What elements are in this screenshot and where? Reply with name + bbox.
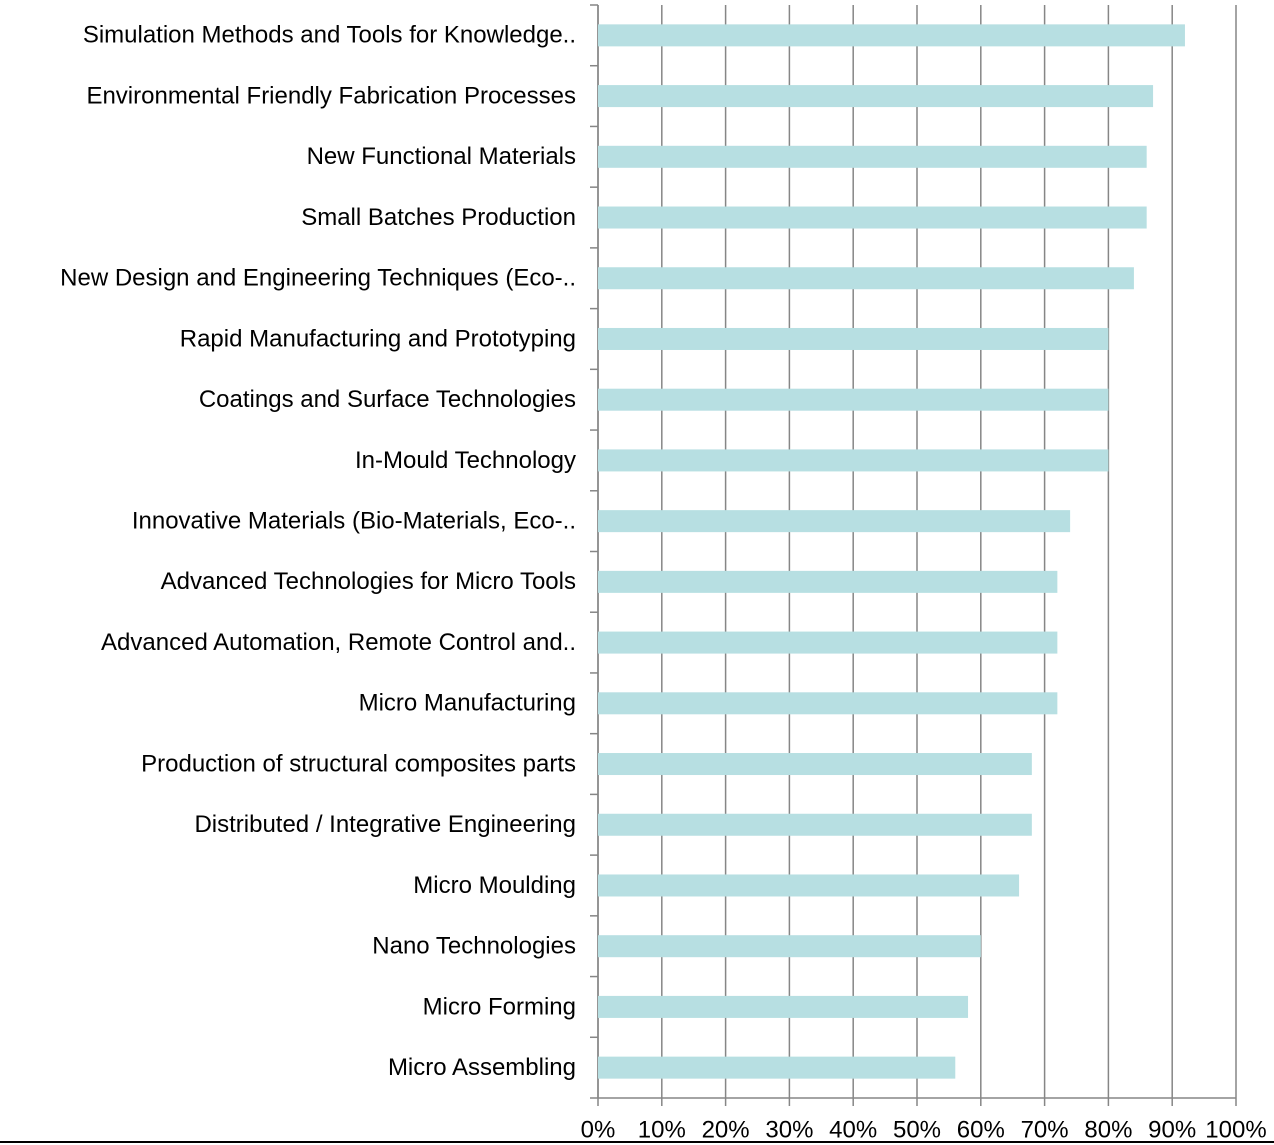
bar (598, 24, 1185, 47)
bar (598, 631, 1058, 654)
x-tick-label: 30% (765, 1116, 813, 1143)
y-tick-label: Innovative Materials (Bio-Materials, Eco… (132, 507, 576, 534)
y-tick-label: New Design and Engineering Techniques (E… (60, 265, 576, 292)
bar (598, 570, 1058, 593)
bar (598, 935, 981, 958)
y-tick-label: Environmental Friendly Fabrication Proce… (86, 82, 576, 109)
x-tick-label: 40% (829, 1116, 877, 1143)
x-tick-label: 50% (893, 1116, 941, 1143)
bar (598, 995, 969, 1018)
y-tick-label: Rapid Manufacturing and Prototyping (180, 325, 576, 352)
x-tick-label: 100% (1205, 1116, 1266, 1143)
bar (598, 267, 1134, 290)
y-tick-label: Production of structural composites part… (141, 750, 576, 777)
y-tick-label: In-Mould Technology (355, 447, 576, 474)
x-tick-label: 10% (638, 1116, 686, 1143)
x-tick-label: 70% (1021, 1116, 1069, 1143)
bar (598, 753, 1032, 776)
bar (598, 206, 1147, 229)
bar (598, 85, 1154, 108)
y-tick-label: Nano Technologies (372, 933, 576, 960)
x-tick-label: 90% (1148, 1116, 1196, 1143)
y-tick-label: Micro Assembling (388, 1054, 576, 1081)
bar (598, 874, 1020, 897)
y-tick-label: Distributed / Integrative Engineering (194, 811, 576, 838)
y-tick-label: Micro Manufacturing (359, 690, 576, 717)
y-tick-label: New Functional Materials (307, 143, 576, 170)
bar (598, 1056, 956, 1079)
x-tick-label: 20% (702, 1116, 750, 1143)
bar (598, 327, 1109, 350)
y-tick-label: Small Batches Production (301, 204, 576, 231)
bar (598, 388, 1109, 411)
x-tick-label: 80% (1084, 1116, 1132, 1143)
y-tick-label: Advanced Automation, Remote Control and.… (101, 629, 576, 656)
y-tick-label: Coatings and Surface Technologies (199, 386, 576, 413)
bar (598, 692, 1058, 715)
bar (598, 813, 1032, 836)
bar (598, 449, 1109, 472)
y-tick-label: Simulation Methods and Tools for Knowled… (83, 22, 576, 49)
y-tick-label: Micro Moulding (413, 872, 576, 899)
bar (598, 145, 1147, 168)
bar (598, 510, 1071, 533)
y-tick-label: Advanced Technologies for Micro Tools (161, 568, 576, 595)
y-tick-label: Micro Forming (423, 993, 576, 1020)
x-tick-label: 0% (581, 1116, 616, 1143)
x-tick-label: 60% (957, 1116, 1005, 1143)
